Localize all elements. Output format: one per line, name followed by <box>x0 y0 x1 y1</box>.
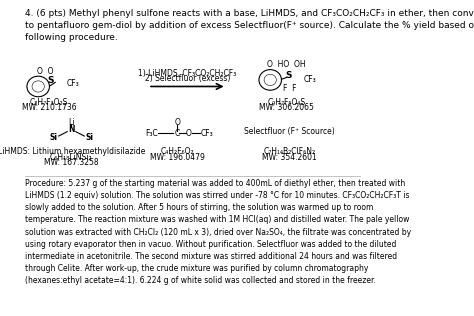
Text: CF₃: CF₃ <box>201 129 214 138</box>
Text: S: S <box>47 76 54 85</box>
Text: C: C <box>174 129 180 138</box>
Text: 4. (6 pts) Methyl phenyl sulfone reacts with a base, LiHMDS, and CF₃CO₂CH₂CF₃ in: 4. (6 pts) Methyl phenyl sulfone reacts … <box>25 9 474 42</box>
Text: O: O <box>186 129 192 138</box>
Text: 2) Selectfluor (excess): 2) Selectfluor (excess) <box>145 74 230 83</box>
Text: Selectfluor (F⁺ Scource): Selectfluor (F⁺ Scource) <box>244 127 335 136</box>
Text: S: S <box>285 71 292 80</box>
Text: LiHMDS: Lithium hexamethyldisilazide: LiHMDS: Lithium hexamethyldisilazide <box>0 147 145 156</box>
Text: CF₃: CF₃ <box>66 79 79 88</box>
Text: Si: Si <box>85 133 93 143</box>
Text: Si: Si <box>49 133 57 143</box>
Text: CF₃: CF₃ <box>303 75 316 84</box>
Text: O  HO  OH: O HO OH <box>267 60 306 69</box>
Text: MW: 167.3258: MW: 167.3258 <box>44 158 99 167</box>
Text: O  O: O O <box>37 67 54 76</box>
Text: MW: 354.2601: MW: 354.2601 <box>262 153 317 161</box>
Text: C₆H₁₈LiNSi₂: C₆H₁₈LiNSi₂ <box>50 153 92 161</box>
Text: Li: Li <box>68 118 74 127</box>
Text: C₇H₁₄B₂ClF₆N₂: C₇H₁₄B₂ClF₆N₂ <box>264 147 316 156</box>
Text: MW: 306.2065: MW: 306.2065 <box>259 103 314 112</box>
Text: MW: 210.1736: MW: 210.1736 <box>22 103 76 112</box>
Text: F  F: F F <box>283 84 296 93</box>
Text: MW: 196.0479: MW: 196.0479 <box>150 153 204 161</box>
Text: 1) LiHMDS, CF₃CO₂CH₂CF₃: 1) LiHMDS, CF₃CO₂CH₂CF₃ <box>138 69 237 78</box>
Text: C₄H₂F₆O₂: C₄H₂F₆O₂ <box>160 147 194 156</box>
Text: C₈H₇F₃O₂S: C₈H₇F₃O₂S <box>30 98 68 107</box>
Text: F₃C: F₃C <box>146 129 158 138</box>
Text: C₉H₇F₅O₄S: C₉H₇F₅O₄S <box>267 98 305 107</box>
Text: Procedure: 5.237 g of the starting material was added to 400mL of diethyl ether,: Procedure: 5.237 g of the starting mater… <box>25 179 411 285</box>
Text: N: N <box>68 125 74 134</box>
Text: O: O <box>174 118 180 127</box>
